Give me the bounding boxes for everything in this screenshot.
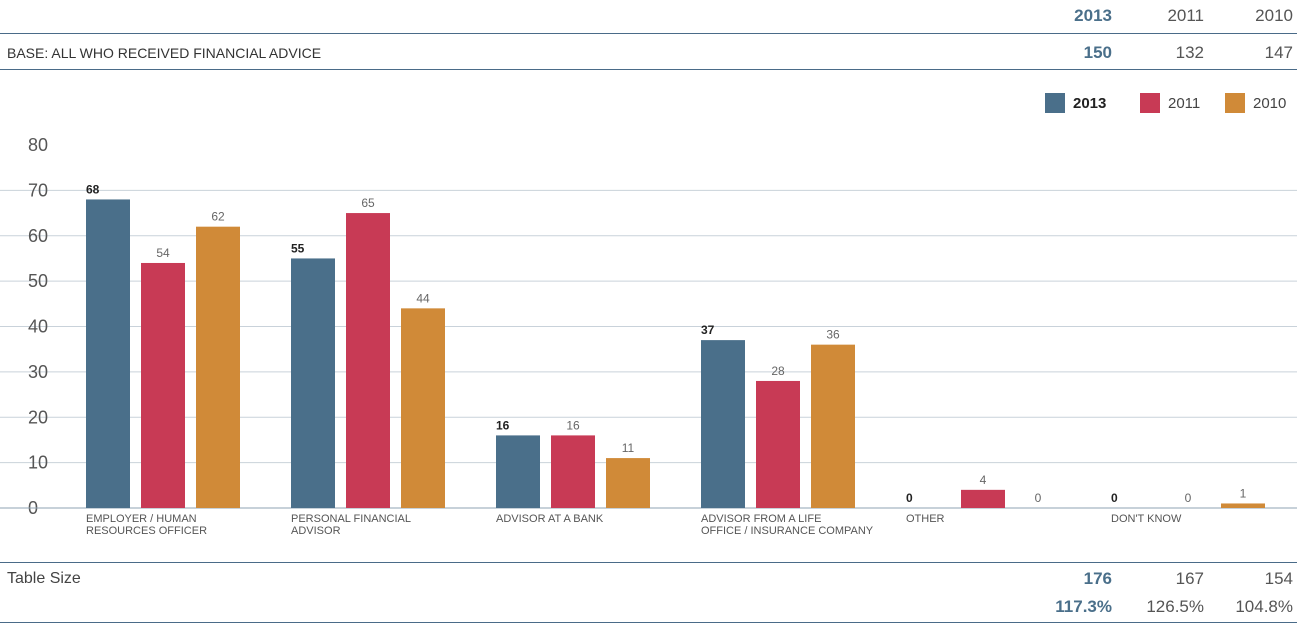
y-tick-label: 80	[28, 135, 48, 155]
bar-2011-3	[756, 380, 800, 508]
data-label-2010-2: 11	[622, 441, 635, 455]
y-tick-label: 30	[28, 362, 48, 382]
data-label-2013-4: 0	[906, 491, 913, 505]
legend-item-2011: 2011	[1140, 93, 1200, 113]
data-label-2011-5: 0	[1185, 491, 1192, 505]
bar-2013-3	[701, 340, 745, 508]
bar-2011-1	[346, 213, 390, 508]
y-tick-label: 70	[28, 180, 48, 200]
y-tick-label: 10	[28, 453, 48, 473]
footer-top-divider	[0, 562, 1297, 563]
legend-item-2010: 2010	[1225, 93, 1286, 113]
footer-bottom-divider	[0, 622, 1297, 623]
bar-2010-3	[811, 344, 855, 508]
bar-2013-1	[291, 258, 335, 508]
y-tick-label: 40	[28, 317, 48, 337]
base-label: BASE: ALL WHO RECEIVED FINANCIAL ADVICE	[7, 45, 322, 61]
bar-2010-5	[1221, 503, 1265, 508]
table-size-label: Table Size	[7, 570, 81, 587]
legend-label-2011: 2011	[1168, 94, 1201, 112]
legend-swatch-2011	[1140, 93, 1160, 113]
data-label-2010-5: 1	[1240, 486, 1247, 500]
percent-2013: 117.3%	[1055, 597, 1112, 616]
data-label-2011-1: 65	[361, 196, 375, 210]
legend-swatch-2013	[1045, 93, 1065, 113]
bar-2010-2	[606, 458, 650, 508]
data-label-2010-1: 44	[416, 291, 430, 305]
category-label: ADVISOR AT A BANK	[496, 513, 604, 525]
percent-2010: 104.8%	[1235, 597, 1293, 616]
category-label: RESOURCES OFFICER	[86, 525, 207, 537]
data-label-2010-0: 62	[211, 210, 225, 224]
data-label-2011-2: 16	[566, 418, 580, 432]
table-size-2011: 167	[1175, 569, 1204, 588]
data-label-2013-5: 0	[1111, 491, 1118, 505]
category-label: PERSONAL FINANCIAL	[291, 513, 411, 525]
legend-label-2010: 2010	[1253, 94, 1287, 112]
legend-swatch-2010	[1225, 93, 1245, 113]
bar-2013-2	[496, 435, 540, 508]
bar-2013-0	[86, 199, 130, 508]
legend-label-2013: 2013	[1073, 94, 1107, 112]
base-value-2013: 150	[1083, 43, 1112, 62]
base-divider	[0, 69, 1297, 70]
data-label-2013-3: 37	[701, 323, 715, 337]
table-size-2013: 176	[1083, 569, 1112, 588]
category-label: ADVISOR	[291, 525, 341, 537]
header-year-2011: 2011	[1167, 6, 1204, 25]
data-label-2011-4: 4	[980, 473, 987, 487]
percent-2011: 126.5%	[1146, 597, 1204, 616]
header-year-2013: 2013	[1074, 6, 1112, 25]
category-label: ADVISOR FROM A LIFE	[701, 513, 821, 525]
data-label-2010-4: 0	[1035, 491, 1042, 505]
y-tick-label: 20	[28, 407, 48, 427]
data-label-2013-2: 16	[496, 418, 510, 432]
category-label: EMPLOYER / HUMAN	[86, 513, 197, 525]
bar-2010-0	[196, 226, 240, 509]
legend-item-2013: 2013	[1045, 93, 1106, 113]
y-tick-label: 60	[28, 226, 48, 246]
header-divider	[0, 33, 1297, 34]
category-label: OFFICE / INSURANCE COMPANY	[701, 525, 874, 537]
base-value-2010: 147	[1264, 43, 1293, 62]
category-label: DON'T KNOW	[1111, 513, 1182, 525]
bar-2011-4	[961, 489, 1005, 508]
y-tick-label: 50	[28, 271, 48, 291]
category-label: OTHER	[906, 513, 945, 525]
bar-2011-0	[141, 262, 185, 508]
data-label-2013-0: 68	[86, 182, 100, 196]
data-label-2010-3: 36	[826, 328, 840, 342]
data-label-2013-1: 55	[291, 241, 305, 255]
base-value-2011: 132	[1175, 43, 1204, 62]
table-size-2010: 154	[1264, 569, 1293, 588]
bar-2010-1	[401, 308, 445, 508]
bar-2011-2	[551, 435, 595, 508]
data-label-2011-0: 54	[156, 246, 170, 260]
data-label-2011-3: 28	[771, 364, 785, 378]
header-year-2010: 2010	[1255, 6, 1293, 25]
